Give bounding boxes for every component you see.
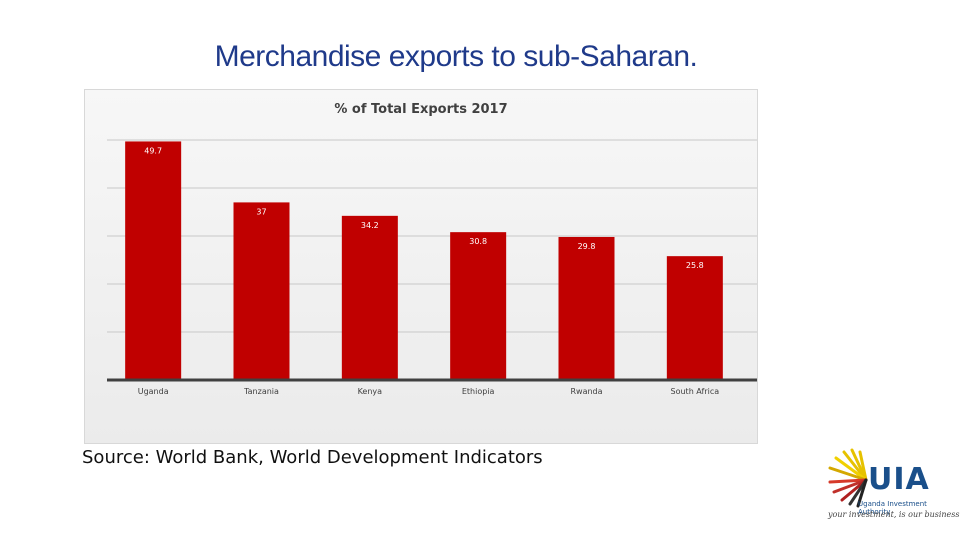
logo-subtitle: Uganda Investment Authority (858, 500, 927, 516)
bar-tanzania (233, 202, 290, 380)
data-label: 29.8 (578, 242, 596, 251)
chart-container: % of Total Exports 2017 49.7 Uganda 37 Tanz… (84, 89, 758, 444)
x-tick-label: Tanzania (243, 387, 279, 396)
data-label: 49.7 (144, 146, 162, 155)
sunburst-icon (828, 448, 868, 508)
x-tick-label: Uganda (138, 387, 169, 396)
data-label: 30.8 (469, 237, 487, 246)
bar-rwanda (558, 236, 615, 380)
x-tick-label: South Africa (671, 387, 720, 396)
x-tick-label: Ethiopia (462, 387, 495, 396)
bar-south-africa (666, 256, 723, 380)
data-label: 37 (256, 207, 266, 216)
data-label: 34.2 (361, 221, 379, 230)
x-tick-label: Rwanda (570, 387, 602, 396)
bar-uganda (125, 141, 182, 380)
bar-ethiopia (450, 232, 507, 380)
bar-kenya (341, 215, 398, 380)
bar-chart: 49.7 Uganda 37 Tanzania 34.2 Kenya 30.8 Ethiopi… (107, 139, 757, 396)
logo-name: UIA (868, 462, 930, 497)
slide-title: Merchandise exports to sub-Saharan. (214, 40, 698, 73)
data-label: 25.8 (686, 261, 704, 270)
source-caption: Source: World Bank, World Development In… (82, 447, 543, 468)
x-tick-label: Kenya (358, 387, 383, 396)
chart-title: % of Total Exports 2017 (334, 102, 508, 117)
logo-tagline: your investment, is our business (828, 510, 960, 519)
uia-logo: UIA Uganda Investment Authority your inv… (822, 446, 960, 526)
